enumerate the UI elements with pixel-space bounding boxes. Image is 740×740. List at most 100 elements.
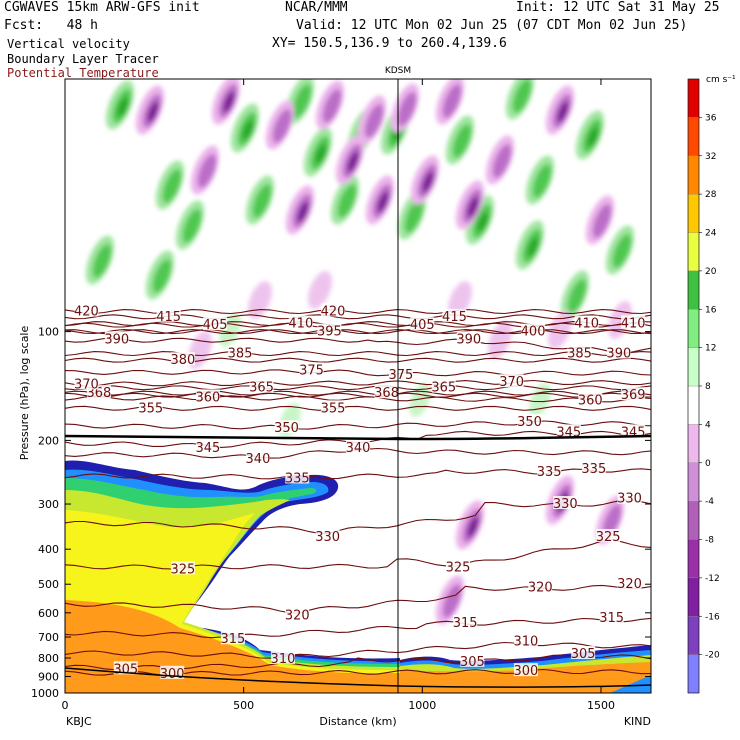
isentrope-label-bg [456,331,481,345]
y-axis-label: Pressure (hPa), log scale [18,326,31,461]
isentrope-label-bg [228,345,253,359]
isentrope-label-bg [596,528,621,542]
isentrope-label-bg [315,528,340,542]
isentrope-label: 345 [196,441,221,456]
isentrope-line [65,385,651,391]
isentrope-label-bg [138,400,163,414]
velocity-blob [308,271,332,309]
isentrope-label: 350 [274,421,299,436]
velocity-blob [467,196,479,218]
potential-temperature-labels: 300 305 300 305 305 310 310 315 315 315 320 320 320 3… [74,303,646,682]
isentrope-label: 375 [299,363,324,378]
tropopause-line [65,434,651,441]
isentrope-line [65,390,651,396]
isentrope-label-bg [574,315,599,329]
isentrope-label: 400 [521,325,546,340]
velocity-blob [322,89,342,123]
isentrope-label-bg [113,661,138,675]
isentrope-label-bg [320,303,345,317]
header-field-vertical-velocity: Vertical velocity [7,37,130,51]
y-tick-label: 200 [38,434,59,447]
header-field-boundary-layer: Boundary Layer Tracer [7,52,159,66]
colorbar-swatch [687,117,700,156]
isentrope-label: 300 [514,664,539,679]
isentrope-label: 320 [285,608,310,623]
plot-frame [64,78,652,694]
isentrope-label-bg [410,317,435,331]
y-tick-label: 300 [38,498,59,511]
velocity-blob [152,259,172,293]
x-tick-label: 0 [62,699,69,712]
isentrope-label: 360 [196,390,221,405]
velocity-blob [197,154,217,188]
isentrope-line [65,539,651,570]
isentrope-label-bg [521,323,546,337]
velocity-blob [592,204,612,238]
terrain-line [65,667,651,688]
isentrope-label-bg [553,496,578,510]
isentrope-label: 420 [74,305,99,320]
isentrope-label: 330 [553,497,578,512]
colorbar-tick-label: 32 [705,152,716,162]
velocity-blob [422,171,434,193]
isentrope-label: 415 [156,310,181,325]
isentrope-label-bg [617,490,642,504]
colorbar-swatch [687,424,700,463]
isentrope-line [65,392,651,398]
colorbar-swatch [687,193,700,233]
isentrope-label: 320 [528,580,553,595]
isentrope-label-bg [446,559,471,573]
velocity-blob [557,101,569,123]
isentrope-label-bg [556,424,581,438]
isentrope-label: 335 [581,462,606,477]
velocity-blob [147,101,159,123]
colorbar-swatch [687,78,700,118]
station-left-label: KBJC [66,715,92,728]
isentrope-label: 415 [442,310,467,325]
velocity-blob [452,124,472,158]
isentrope-line [65,379,651,387]
velocity-blob [162,169,182,203]
y-tick-label: 800 [38,652,59,665]
colorbar-tick-label: 36 [705,113,717,123]
colorbar-tick-label: 20 [705,267,717,277]
velocity-blob [512,79,532,113]
isentrope-label-bg [74,303,99,317]
header-valid: Valid: 12 UTC Mon 02 Jun 25 (07 CDT Mon … [296,18,688,33]
isentrope-label-bg [513,633,538,647]
header-xy: XY= 150.5,136.9 to 260.4,139.6 [272,36,507,51]
isentrope-label: 315 [221,632,246,647]
isentrope-label: 360 [578,393,603,408]
velocity-blob [292,84,312,118]
isentrope-label-bg [299,362,324,376]
isentrope-label-bg [249,379,274,393]
isentrope-label-bg [285,470,310,484]
velocity-blob [242,120,254,140]
isentrope-label-bg [270,650,295,664]
isentrope-label-bg [571,646,596,660]
isentrope-line [65,420,651,430]
isentrope-label: 315 [599,611,624,626]
isentrope-label-bg [317,323,342,337]
isentrope-label-bg [528,579,553,593]
isentrope-label: 335 [285,472,310,487]
isentrope-label-bg [442,308,467,322]
velocity-blob [337,184,357,218]
isentrope-label: 305 [460,655,485,670]
velocity-blob [467,516,479,538]
isentrope-label: 370 [74,377,99,392]
isentrope-label-bg [374,385,399,399]
y-tick-label: 900 [38,670,59,683]
velocity-blob [92,244,112,278]
isentrope-label: 405 [410,318,435,333]
header-init: Init: 12 UTC Sat 31 May 25 [516,0,720,15]
velocity-blob [612,234,632,268]
colorbar-tick-label: -20 [705,651,720,661]
isentrope-label-bg [346,440,370,454]
isentrope-label-bg [621,387,646,401]
isentrope-label-bg [170,352,195,366]
colorbar-swatch [687,462,700,502]
colorbar-tick-label: -4 [705,497,714,507]
header-field-potential-temperature: Potential Temperature [7,66,159,80]
isentrope-line [65,357,651,363]
